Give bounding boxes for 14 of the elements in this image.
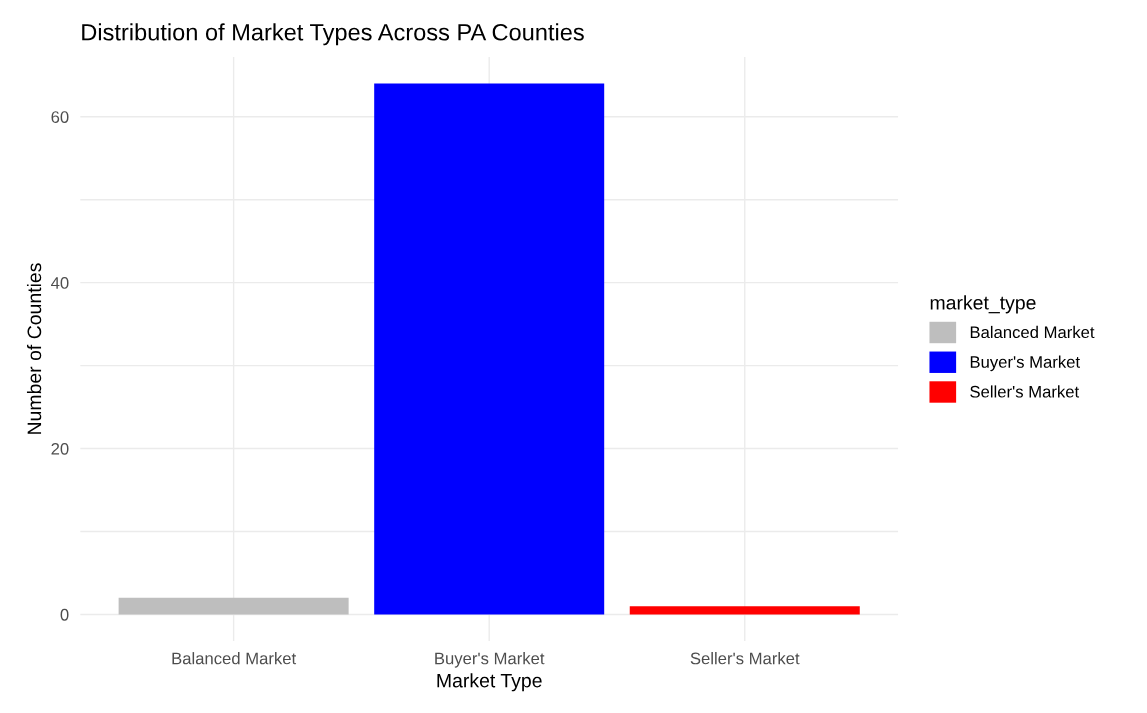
y-tick-label: 20 bbox=[51, 442, 69, 455]
y-tick-label: 0 bbox=[60, 608, 69, 621]
x-tick-label: Balanced Market bbox=[172, 652, 297, 665]
legend-title: market_type bbox=[930, 295, 1036, 314]
y-axis-title: Number of Counties bbox=[26, 263, 42, 434]
legend-label: Balanced Market bbox=[970, 325, 1095, 339]
x-tick-label: Buyer's Market bbox=[435, 652, 545, 668]
x-tick-label: Seller's Market bbox=[690, 652, 800, 665]
legend-label: Seller's Market bbox=[970, 385, 1080, 398]
chart-title: Distribution of Market Types Across PA Counties bbox=[82, 23, 584, 46]
y-tick-label: 40 bbox=[51, 277, 69, 289]
y-tick-label: 60 bbox=[51, 111, 69, 123]
x-axis-title: Market Type bbox=[437, 673, 542, 692]
legend-label: Buyer's Market bbox=[970, 355, 1080, 372]
